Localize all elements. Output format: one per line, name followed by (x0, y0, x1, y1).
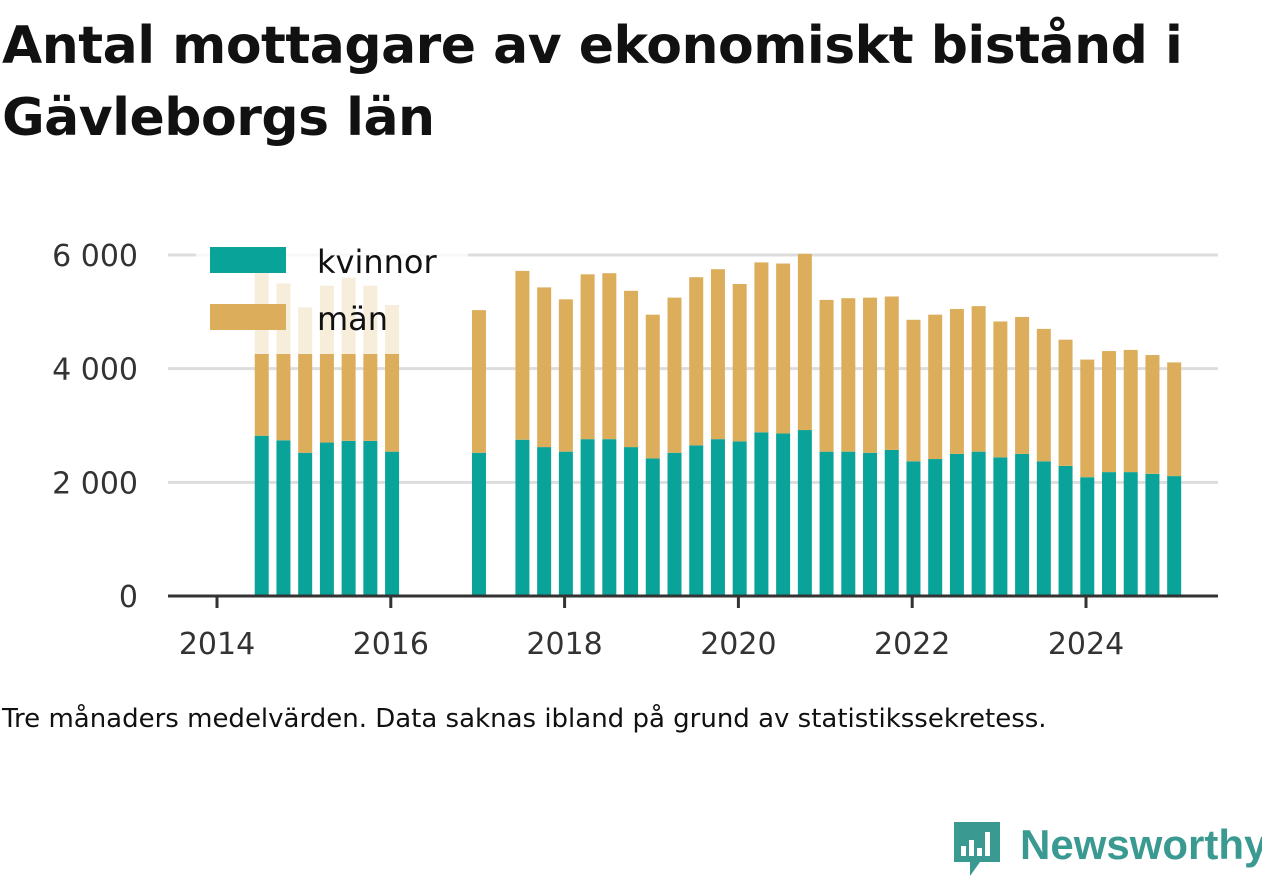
bar-kvinnor (1058, 465, 1073, 596)
x-tick-label: 2024 (1048, 627, 1124, 662)
bar-kvinnor (580, 439, 595, 596)
legend-swatch-kvinnor (210, 247, 286, 273)
bar-kvinnor (602, 439, 617, 596)
brand-name: Newsworthy (1020, 821, 1262, 868)
bar-man (471, 310, 486, 453)
bar-kvinnor (385, 451, 400, 596)
bar-man (1036, 328, 1051, 462)
bar-man (928, 314, 943, 460)
legend: kvinnor män (196, 236, 468, 354)
bar-man (537, 287, 552, 448)
bar-kvinnor (298, 452, 313, 596)
bar-kvinnor (1145, 473, 1160, 596)
y-tick-label: 4 000 (52, 353, 138, 388)
bar-man (863, 297, 878, 453)
bar-kvinnor (1015, 453, 1030, 596)
x-tick-label: 2014 (179, 627, 255, 662)
bar-man (754, 262, 769, 433)
y-tick-label: 0 (119, 580, 138, 615)
bar-kvinnor (645, 458, 660, 596)
bar-man (949, 308, 964, 454)
bar-kvinnor (841, 451, 856, 596)
bar-kvinnor (1102, 472, 1116, 596)
bar-kvinnor (1036, 461, 1051, 596)
bar-kvinnor (1080, 477, 1095, 596)
bar-man (841, 298, 856, 452)
bar-man (1167, 362, 1182, 477)
y-axis: 0 2 000 4 000 6 000 (52, 239, 138, 615)
bar-man (689, 277, 704, 446)
bar-man (558, 299, 573, 452)
bar-man (1145, 355, 1160, 474)
bar-kvinnor (1167, 476, 1182, 596)
bar-kvinnor (1123, 472, 1138, 596)
bar-man (645, 314, 660, 459)
bar-man (971, 306, 986, 452)
bar-kvinnor (971, 451, 986, 596)
bar-man (624, 290, 639, 448)
bar-kvinnor (558, 451, 573, 596)
bar-kvinnor (863, 452, 878, 596)
bar-kvinnor (710, 439, 725, 596)
bar-man (515, 270, 530, 440)
bar-man (993, 321, 1008, 458)
bar-man (1058, 339, 1073, 466)
bar-kvinnor (515, 439, 530, 596)
legend-label-kvinnor: kvinnor (317, 243, 438, 281)
chart-title: Antal mottagare av ekonomiskt bistånd i … (2, 16, 1183, 148)
newsworthy-logo-icon (954, 822, 1000, 876)
bar-man (906, 319, 921, 462)
bar-kvinnor (341, 440, 356, 596)
y-tick-label: 2 000 (52, 466, 138, 501)
legend-label-man: män (317, 300, 388, 338)
x-tick-label: 2020 (700, 627, 776, 662)
bar-kvinnor (884, 449, 899, 596)
bar-kvinnor (471, 452, 486, 596)
bar-kvinnor (667, 452, 682, 596)
bar-kvinnor (797, 430, 812, 596)
bar-kvinnor (776, 433, 791, 596)
bar-man (797, 253, 812, 431)
bar-kvinnor (537, 447, 552, 596)
y-tick-label: 6 000 (52, 239, 138, 274)
bars (254, 253, 1182, 596)
bar-kvinnor (319, 442, 334, 596)
bar-kvinnor (949, 453, 964, 596)
bar-kvinnor (819, 451, 834, 596)
bar-man (710, 269, 725, 440)
bar-man (1102, 351, 1116, 473)
x-tick-label: 2016 (353, 627, 429, 662)
bar-man (776, 263, 791, 434)
chart-footnote: Tre månaders medelvärden. Data saknas ib… (2, 704, 1047, 734)
bar-man (1123, 349, 1138, 473)
bar-man (667, 297, 682, 453)
x-tick-label: 2018 (526, 627, 602, 662)
bar-kvinnor (689, 445, 704, 596)
bar-kvinnor (993, 457, 1008, 596)
bar-man (1015, 316, 1030, 454)
bar-kvinnor (624, 447, 639, 596)
bar-kvinnor (254, 435, 269, 596)
x-tick-labels: 2014 2016 2018 2020 2022 2024 (179, 627, 1124, 662)
bar-man (602, 273, 617, 440)
bar-kvinnor (276, 440, 291, 596)
legend-swatch-man (210, 304, 286, 330)
bar-kvinnor (754, 432, 769, 596)
bar-kvinnor (928, 459, 943, 596)
bar-kvinnor (732, 441, 747, 596)
x-tick-label: 2022 (874, 627, 950, 662)
x-axis (168, 594, 1218, 608)
bar-man (1080, 359, 1095, 478)
bar-kvinnor (906, 461, 921, 596)
bar-kvinnor (363, 440, 378, 596)
bar-man (884, 296, 899, 450)
bar-man (819, 299, 834, 452)
bar-man (732, 283, 747, 442)
bar-man (580, 274, 595, 440)
